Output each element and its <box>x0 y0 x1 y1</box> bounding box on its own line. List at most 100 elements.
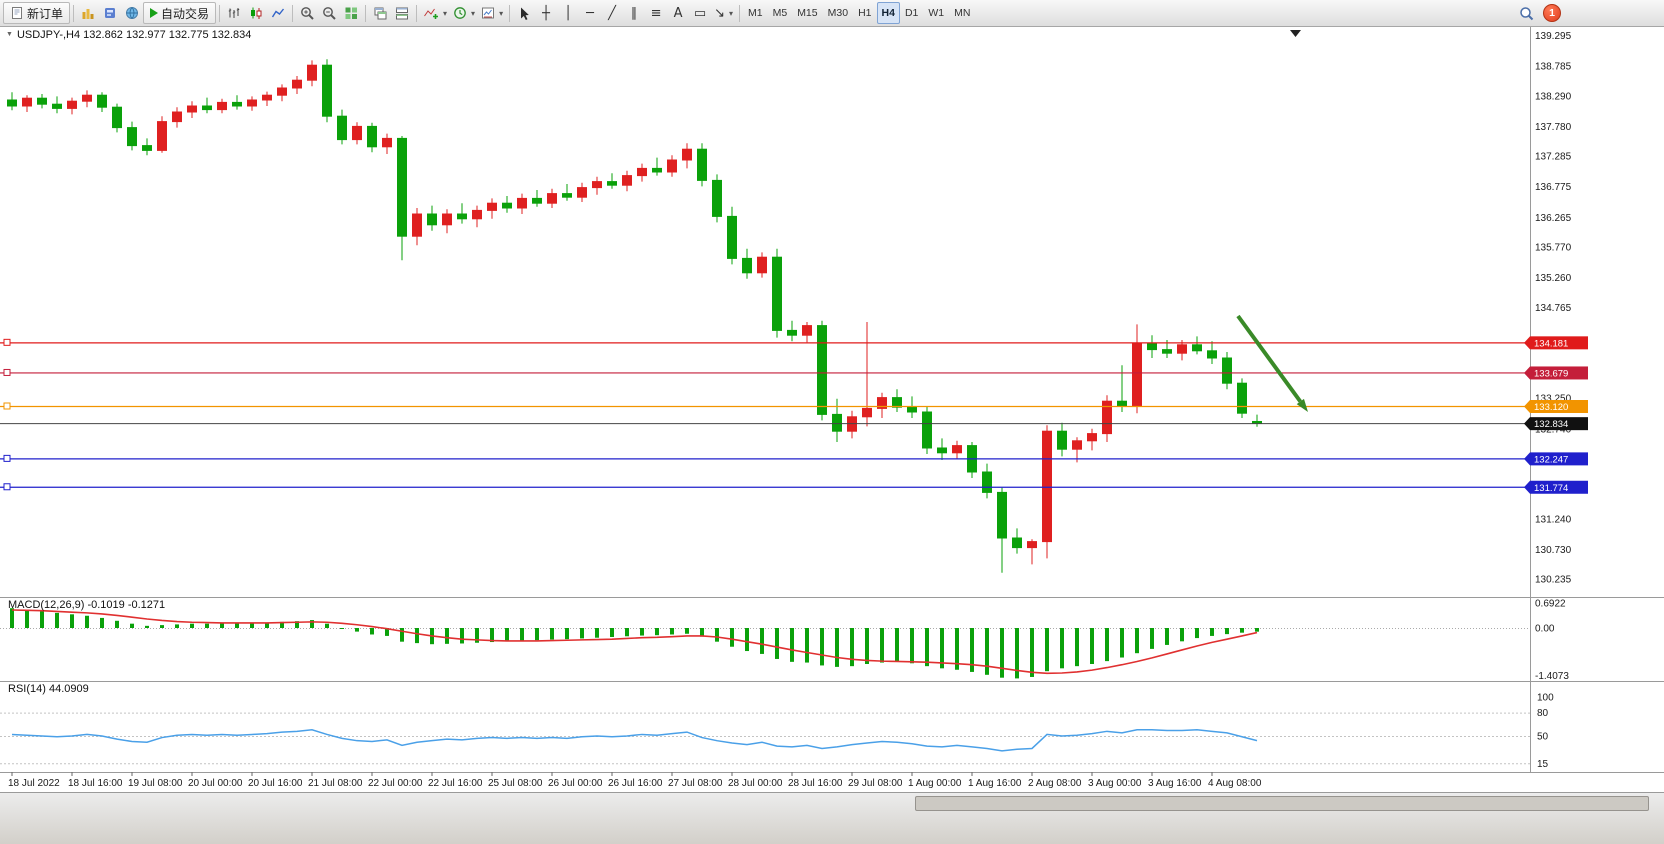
timeframe-m30[interactable]: M30 <box>823 2 853 24</box>
dropdown-arrow-icon: ▾ <box>443 8 448 18</box>
zoom-in-button[interactable] <box>296 2 318 24</box>
svg-text:-1.4073: -1.4073 <box>1535 671 1569 682</box>
template-icon <box>482 7 495 19</box>
tile-grid-icon <box>345 7 357 19</box>
chart-shift-marker[interactable] <box>1290 30 1301 37</box>
svg-text:21 Jul 08:00: 21 Jul 08:00 <box>308 778 363 789</box>
svg-text:18 Jul 2022: 18 Jul 2022 <box>8 778 60 789</box>
timeframe-m1[interactable]: M1 <box>743 2 768 24</box>
line-chart-mode-button[interactable] <box>267 2 289 24</box>
timeframe-h4[interactable]: H4 <box>876 2 900 24</box>
horizontal-line-134.181[interactable]: 134.181 <box>0 336 1588 350</box>
main-toolbar: 新订单 自动交易 <box>0 0 1664 27</box>
vertical-line-tool-button[interactable]: │ <box>557 2 579 24</box>
notification-badge[interactable]: 1 <box>1543 4 1561 22</box>
time-axis[interactable]: 18 Jul 2022 18 Jul 16:00 19 Jul 08:00 20 Ju… <box>8 772 1262 789</box>
indicators-button[interactable]: ▾ <box>420 2 450 24</box>
arrange-windows-button[interactable] <box>391 2 413 24</box>
channel-tool-button[interactable]: ∥ <box>623 2 645 24</box>
svg-text:132.247: 132.247 <box>1534 454 1568 465</box>
svg-text:131.240: 131.240 <box>1535 514 1572 525</box>
search-button[interactable] <box>1515 2 1537 24</box>
svg-text:138.290: 138.290 <box>1535 91 1572 102</box>
dropdown-arrow-icon: ▾ <box>499 8 504 18</box>
cursor-tool-button[interactable] <box>513 2 535 24</box>
horizontal-line-133.679[interactable]: 133.679 <box>0 366 1588 380</box>
cascade-windows-button[interactable] <box>369 2 391 24</box>
svg-text:134.765: 134.765 <box>1535 303 1572 314</box>
crosshair-icon: ┼ <box>542 5 550 21</box>
svg-text:22 Jul 16:00: 22 Jul 16:00 <box>428 778 483 789</box>
ohlc-bars-icon <box>228 8 240 18</box>
horizontal-line-133.120[interactable]: 133.120 <box>0 400 1588 413</box>
horizontal-line-131.774[interactable]: 131.774 <box>0 480 1588 494</box>
svg-text:100: 100 <box>1537 693 1554 704</box>
candlestick-mode-button[interactable] <box>245 2 267 24</box>
toolbar-separator <box>292 4 294 22</box>
arrows-tool-button[interactable]: ↘ ▾ <box>711 2 736 24</box>
timeframe-m15[interactable]: M15 <box>792 2 822 24</box>
svg-text:3 Aug 00:00: 3 Aug 00:00 <box>1088 778 1142 789</box>
crosshair-tool-button[interactable]: ┼ <box>535 2 557 24</box>
bar-chart-mode-button[interactable] <box>223 2 245 24</box>
toolbar-separator <box>219 4 221 22</box>
chart-title-text: USDJPY-,H4 132.862 132.977 132.775 132.8… <box>16 29 252 41</box>
svg-text:18 Jul 16:00: 18 Jul 16:00 <box>68 778 123 789</box>
terminal-button[interactable] <box>121 2 143 24</box>
svg-text:4 Aug 08:00: 4 Aug 08:00 <box>1208 778 1262 789</box>
trend-arrow-annotation[interactable] <box>1236 314 1308 412</box>
zoom-out-button[interactable] <box>318 2 340 24</box>
timeframe-w1[interactable]: W1 <box>923 2 949 24</box>
shapes-tool-button[interactable]: ▭ <box>689 2 711 24</box>
text-tool-button[interactable]: A <box>667 2 689 24</box>
svg-text:131.774: 131.774 <box>1534 483 1568 494</box>
current-price-line: 132.834 <box>0 417 1588 431</box>
autotrading-button[interactable]: 自动交易 <box>143 2 217 24</box>
timeframe-d1[interactable]: D1 <box>900 2 923 24</box>
chart-background <box>0 26 1664 792</box>
cursor-icon <box>521 7 529 20</box>
templates-button[interactable]: ▾ <box>478 2 506 24</box>
shapes-icon: ▭ <box>693 5 707 21</box>
navigator-button[interactable] <box>99 2 121 24</box>
market-watch-button[interactable] <box>77 2 99 24</box>
periods-button[interactable]: ▾ <box>450 2 478 24</box>
rsi-indicator: 100 80 50 15 <box>0 693 1554 770</box>
timeframe-h1[interactable]: H1 <box>853 2 876 24</box>
tile-windows-button[interactable] <box>340 2 362 24</box>
svg-text:50: 50 <box>1537 732 1549 743</box>
svg-text:130.730: 130.730 <box>1535 545 1572 556</box>
add-indicator-icon <box>424 8 439 19</box>
toolbar-separator <box>739 4 740 22</box>
dropdown-arrow-icon: ▾ <box>471 8 476 18</box>
timeframe-m5[interactable]: M5 <box>768 2 793 24</box>
horizontal-line-tool-button[interactable]: ─ <box>579 2 601 24</box>
new-order-button[interactable]: 新订单 <box>3 2 71 24</box>
svg-text:137.285: 137.285 <box>1535 152 1572 163</box>
fibonacci-tool-button[interactable]: ≡ <box>645 2 667 24</box>
timeframe-mn[interactable]: MN <box>949 2 975 24</box>
symbol-caret-icon[interactable]: ▼ <box>6 31 13 38</box>
horizontal-scrollbar[interactable] <box>0 792 1664 844</box>
new-order-label: 新订单 <box>27 6 64 21</box>
svg-text:133.120: 133.120 <box>1534 402 1568 413</box>
horizontal-line-icon: ─ <box>586 5 594 21</box>
new-order-icon <box>12 7 22 19</box>
svg-text:134.181: 134.181 <box>1534 338 1568 349</box>
trendline-icon: ╱ <box>608 5 616 21</box>
zoom-in-icon <box>300 6 314 20</box>
svg-text:3 Aug 16:00: 3 Aug 16:00 <box>1148 778 1202 789</box>
trendline-tool-button[interactable]: ╱ <box>601 2 623 24</box>
svg-text:26 Jul 00:00: 26 Jul 00:00 <box>548 778 603 789</box>
scrollbar-thumb[interactable] <box>915 796 1650 811</box>
horizontal-line-132.247[interactable]: 132.247 <box>0 452 1588 466</box>
svg-text:27 Jul 08:00: 27 Jul 08:00 <box>668 778 723 789</box>
svg-text:2 Aug 08:00: 2 Aug 08:00 <box>1028 778 1082 789</box>
svg-text:29 Jul 08:00: 29 Jul 08:00 <box>848 778 903 789</box>
svg-text:20 Jul 16:00: 20 Jul 16:00 <box>248 778 303 789</box>
play-icon <box>150 8 159 18</box>
svg-text:15: 15 <box>1537 759 1549 770</box>
svg-text:139.295: 139.295 <box>1535 31 1572 42</box>
